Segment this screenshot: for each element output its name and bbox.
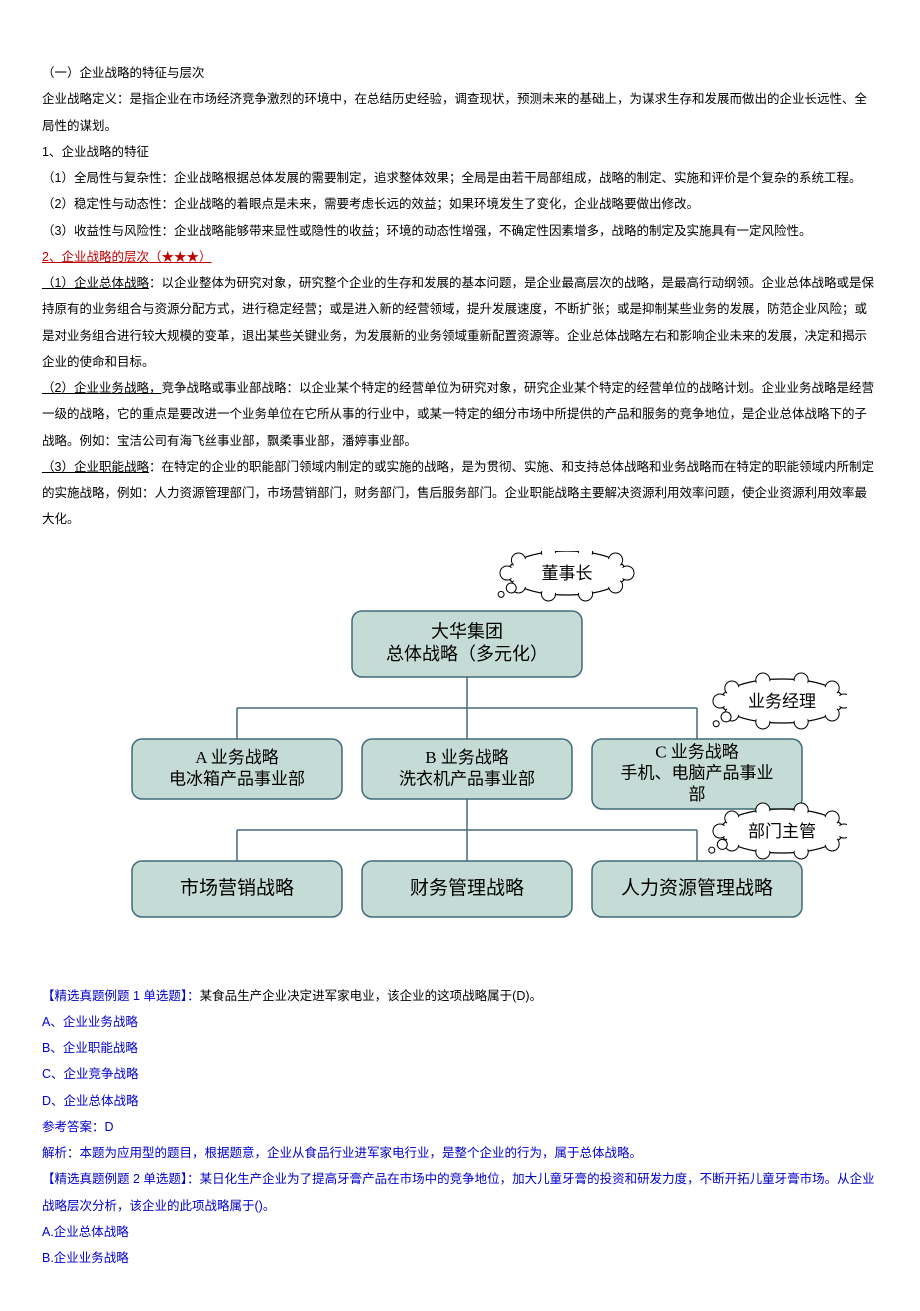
svg-text:部: 部 [689, 784, 706, 803]
q1-opt-d: D、企业总体战略 [42, 1088, 878, 1114]
svg-text:董事长: 董事长 [542, 563, 593, 582]
q1-opt-b: B、企业职能战略 [42, 1035, 878, 1061]
level-1-title: （1）企业总体战略 [42, 276, 149, 290]
q1-stem: 某食品生产企业决定进军家电业，该企业的这项战略属于(D)。 [200, 989, 542, 1003]
svg-text:市场营销战略: 市场营销战略 [180, 877, 294, 899]
org-diagram: 大华集团总体战略（多元化） A 业务战略电冰箱产品事业部 B 业务战略洗衣机产品事业… [87, 551, 847, 971]
quiz-block: 【精选真题例题 1 单选题】：某食品生产企业决定进军家电业，该企业的这项战略属于… [42, 983, 878, 1272]
level-3-body: ：在特定的企业的职能部门领域内制定的或实施的战略，是为贯彻、实施、和支持总体战略… [42, 460, 874, 527]
q1-ans: 参考答案：D [42, 1114, 878, 1140]
svg-text:总体战略（多元化）: 总体战略（多元化） [386, 644, 548, 664]
svg-text:C 业务战略: C 业务战略 [655, 742, 739, 761]
svg-text:手机、电脑产品事业: 手机、电脑产品事业 [621, 763, 774, 782]
levels-post: ） [199, 250, 212, 264]
level-1-body: ：以企业整体为研究对象，研究整个企业的生存和发展的基本问题，是企业最高层次的战略… [42, 276, 874, 369]
svg-text:部门主管: 部门主管 [748, 821, 816, 840]
svg-text:业务经理: 业务经理 [748, 691, 816, 710]
feature-1: （1）全局性与复杂性：企业战略根据总体发展的需要制定，追求整体效果；全局是由若干… [42, 165, 878, 191]
svg-text:大华集团: 大华集团 [431, 621, 503, 641]
level-2-body: 竞争战略或事业部战略：以企业某个特定的经营单位为研究对象，研究企业某个特定的经营… [42, 381, 874, 448]
section-levels: 2、企业战略的层次（★★★） [42, 244, 878, 270]
section-features: 1、企业战略的特征 [42, 139, 878, 165]
levels-stars: ★★★ [161, 250, 199, 264]
q2-head: 【精选真题例题 2 单选题】： [42, 1172, 200, 1186]
feature-3: （3）收益性与风险性：企业战略能够带来显性或隐性的收益；环境的动态性增强，不确定… [42, 218, 878, 244]
feature-2: （2）稳定性与动态性：企业战略的着眼点是未来，需要考虑长远的效益；如果环境发生了… [42, 191, 878, 217]
definition: 企业战略定义：是指企业在市场经济竞争激烈的环境中，在总结历史经验，调查现状，预测… [42, 86, 878, 139]
q1-head: 【精选真题例题 1 单选题】： [42, 989, 200, 1003]
level-1: （1）企业总体战略：以企业整体为研究对象，研究整个企业的生存和发展的基本问题，是… [42, 270, 878, 375]
svg-text:洗衣机产品事业部: 洗衣机产品事业部 [399, 769, 535, 788]
level-3-title: （3）企业职能战略 [42, 460, 149, 474]
heading-1: （一）企业战略的特征与层次 [42, 60, 878, 86]
q2-opt-b: B.企业业务战略 [42, 1245, 878, 1271]
q1-opt-a: A、企业业务战略 [42, 1009, 878, 1035]
level-3: （3）企业职能战略：在特定的企业的职能部门领域内制定的或实施的战略，是为贯彻、实… [42, 454, 878, 533]
svg-text:B 业务战略: B 业务战略 [425, 748, 509, 767]
q1-exp: 解析：本题为应用型的题目，根据题意，企业从食品行业进军家电行业，是整个企业的行为… [42, 1140, 878, 1166]
q2: 【精选真题例题 2 单选题】：某日化生产企业为了提高牙膏产品在市场中的竞争地位，… [42, 1166, 878, 1219]
svg-text:电冰箱产品事业部: 电冰箱产品事业部 [169, 769, 305, 788]
level-2: （2）企业业务战略，竞争战略或事业部战略：以企业某个特定的经营单位为研究对象，研… [42, 375, 878, 454]
org-diagram-svg: 大华集团总体战略（多元化） A 业务战略电冰箱产品事业部 B 业务战略洗衣机产品事业… [87, 551, 847, 971]
svg-text:人力资源管理战略: 人力资源管理战略 [621, 877, 773, 899]
level-2-title: （2）企业业务战略， [42, 381, 161, 395]
q1-opt-c: C、企业竞争战略 [42, 1061, 878, 1087]
levels-pre: 2、企业战略的层次（ [42, 250, 161, 264]
svg-text:A 业务战略: A 业务战略 [195, 748, 279, 767]
svg-text:财务管理战略: 财务管理战略 [410, 877, 524, 899]
q2-opt-a: A.企业总体战略 [42, 1219, 878, 1245]
q1: 【精选真题例题 1 单选题】：某食品生产企业决定进军家电业，该企业的这项战略属于… [42, 983, 878, 1009]
